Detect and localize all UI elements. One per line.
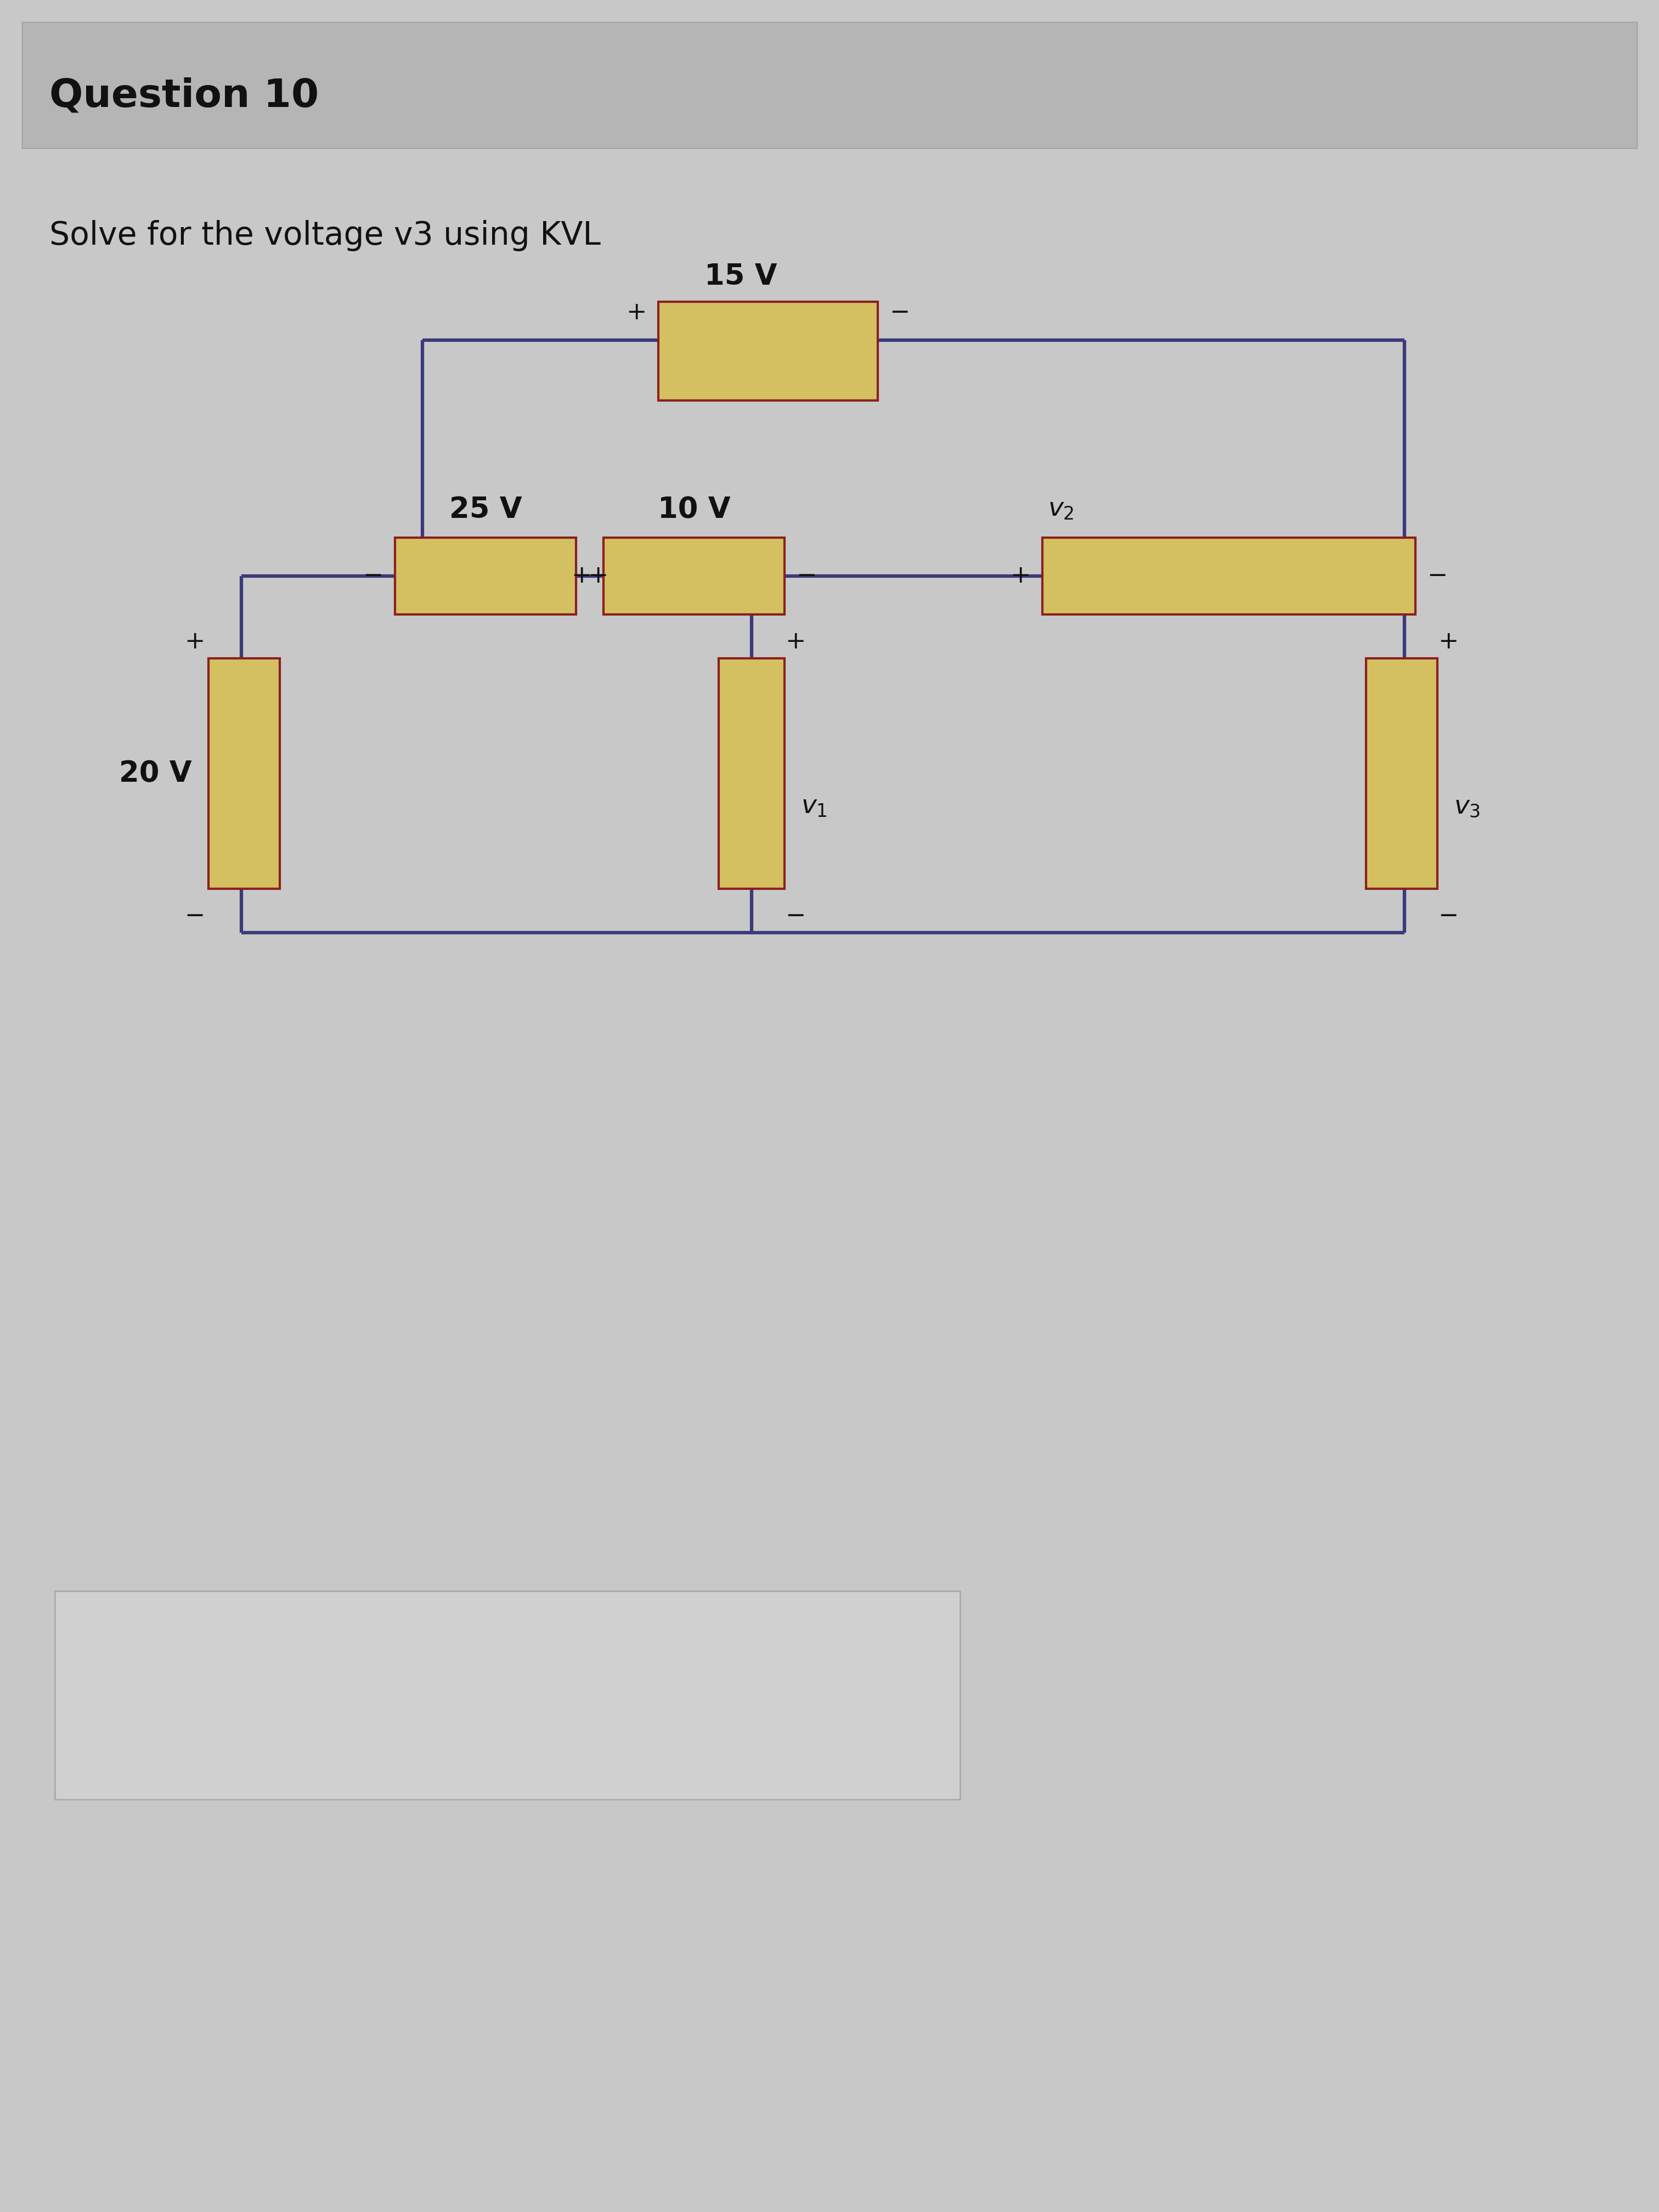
Text: −: − — [889, 301, 909, 325]
Text: +: + — [571, 564, 592, 588]
Text: $v_1$: $v_1$ — [801, 794, 828, 818]
Text: 20 V: 20 V — [119, 759, 192, 787]
Text: $v_3$: $v_3$ — [1453, 794, 1480, 818]
Text: −: − — [1438, 905, 1458, 929]
Text: −: − — [785, 905, 806, 929]
Text: 10 V: 10 V — [657, 495, 730, 524]
Text: +: + — [785, 630, 806, 655]
Text: +: + — [625, 301, 647, 325]
Text: 25 V: 25 V — [450, 495, 523, 524]
Text: −: − — [184, 905, 206, 929]
Bar — [55, 1590, 961, 1798]
Bar — [659, 301, 878, 400]
Text: −: − — [363, 564, 383, 588]
Bar — [395, 538, 576, 615]
Bar — [22, 22, 1637, 148]
Text: −: − — [1427, 564, 1448, 588]
Text: +: + — [1010, 564, 1030, 588]
Text: Solve for the voltage v3 using KVL: Solve for the voltage v3 using KVL — [50, 221, 601, 252]
Text: +: + — [1438, 630, 1458, 655]
Bar — [718, 659, 785, 889]
Text: Question 10: Question 10 — [50, 77, 319, 115]
Text: $v_2$: $v_2$ — [1048, 495, 1073, 522]
Text: +: + — [587, 564, 609, 588]
Bar — [1042, 538, 1415, 615]
Text: −: − — [796, 564, 816, 588]
Bar — [209, 659, 280, 889]
Bar — [1365, 659, 1437, 889]
Text: +: + — [184, 630, 206, 655]
Text: 15 V: 15 V — [703, 263, 776, 290]
Bar — [604, 538, 785, 615]
